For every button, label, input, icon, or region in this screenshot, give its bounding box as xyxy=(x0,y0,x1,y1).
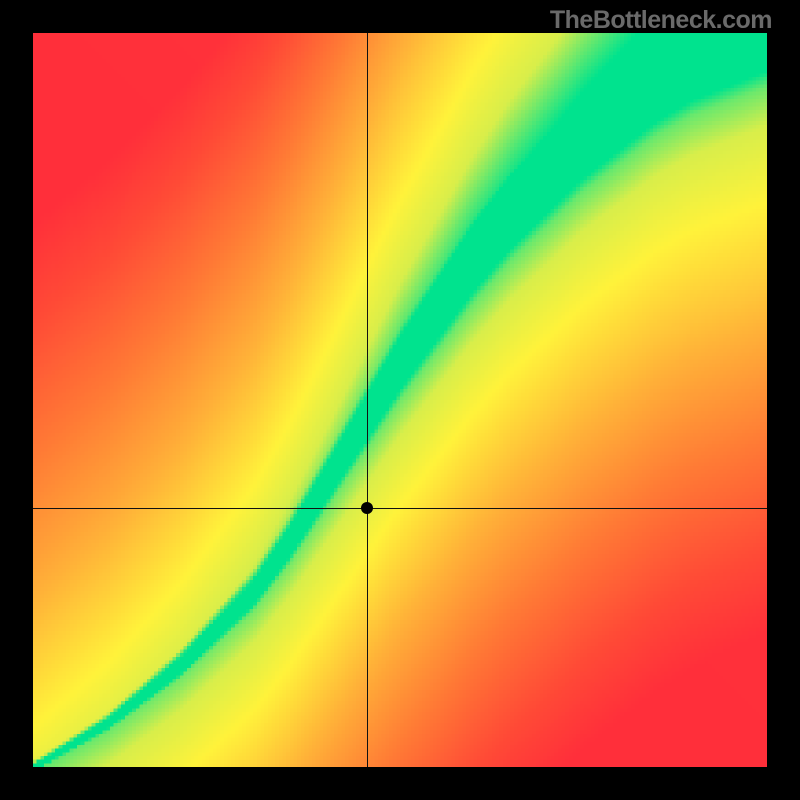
crosshair-marker xyxy=(361,502,373,514)
chart-frame: TheBottleneck.com xyxy=(0,0,800,800)
plot-area xyxy=(33,33,767,767)
crosshair-vertical xyxy=(367,33,368,767)
heatmap-canvas xyxy=(33,33,767,767)
crosshair-horizontal xyxy=(33,508,767,509)
watermark-label: TheBottleneck.com xyxy=(550,6,772,35)
